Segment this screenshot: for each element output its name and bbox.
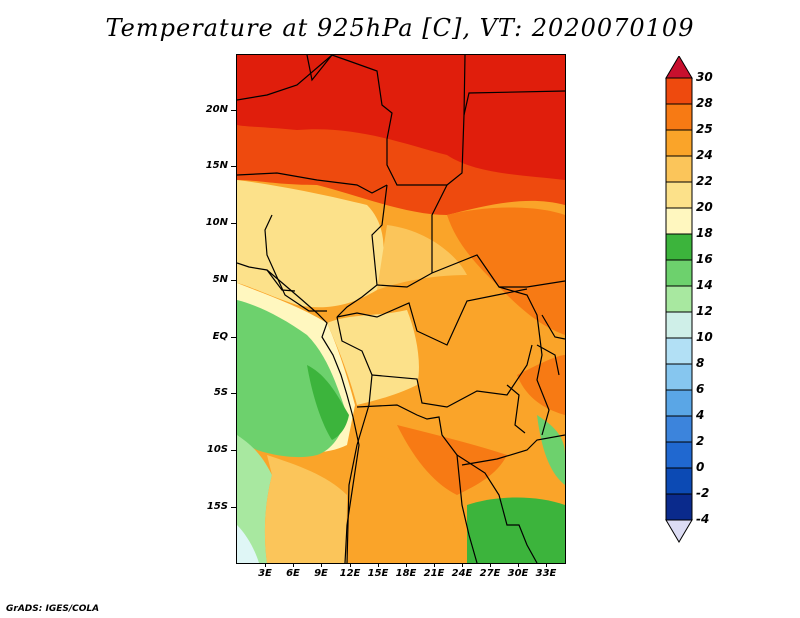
lat-tick-label: 10N bbox=[205, 217, 228, 228]
lon-tick-label: 12E bbox=[339, 568, 361, 579]
zone-mid-green bbox=[237, 300, 347, 458]
colorbar-bottom-arrow bbox=[665, 519, 693, 543]
lon-tick-label: 3E bbox=[258, 568, 272, 579]
lon-tick-label: 24E bbox=[451, 568, 473, 579]
colorbar-label: 25 bbox=[696, 122, 713, 136]
lat-tick-mark bbox=[231, 280, 236, 281]
lat-tick-label: 5N bbox=[212, 274, 228, 285]
country-borders bbox=[237, 55, 565, 563]
colorbar-swatch bbox=[665, 415, 693, 443]
colorbar-swatch bbox=[665, 311, 693, 339]
colorbar-swatch bbox=[665, 389, 693, 417]
colorbar-label: 10 bbox=[696, 330, 713, 344]
colorbar-swatch bbox=[665, 259, 693, 287]
lon-tick-label: 6E bbox=[286, 568, 300, 579]
lon-tick-mark bbox=[462, 563, 463, 567]
lon-tick-label: 9E bbox=[314, 568, 328, 579]
colorbar-label: 22 bbox=[696, 174, 713, 188]
lon-tick-mark bbox=[293, 563, 294, 567]
lat-tick-mark bbox=[231, 507, 236, 508]
lon-tick-label: 33E bbox=[535, 568, 557, 579]
colorbar-swatch bbox=[665, 129, 693, 157]
lon-tick-mark bbox=[378, 563, 379, 567]
lon-tick-label: 18E bbox=[395, 568, 417, 579]
lat-tick-mark bbox=[231, 393, 236, 394]
colorbar-label: 18 bbox=[696, 226, 713, 240]
zone-cyan bbox=[237, 525, 259, 563]
lon-tick-label: 15E bbox=[367, 568, 389, 579]
zone-tan-south bbox=[264, 455, 347, 563]
lat-tick-mark bbox=[231, 450, 236, 451]
lon-tick-mark bbox=[490, 563, 491, 567]
zone-hot bbox=[237, 55, 565, 180]
colorbar-label: 2 bbox=[696, 434, 705, 448]
zone-green bbox=[307, 365, 349, 440]
lon-tick-mark bbox=[321, 563, 322, 567]
colorbar-label: -4 bbox=[696, 512, 710, 526]
colorbar-swatch bbox=[665, 467, 693, 495]
colorbar-swatch bbox=[665, 207, 693, 235]
zone-orange-east bbox=[447, 207, 565, 335]
lon-tick-mark bbox=[265, 563, 266, 567]
colorbar-swatch bbox=[665, 441, 693, 469]
zone-light-green bbox=[237, 435, 272, 563]
lat-tick-mark bbox=[231, 223, 236, 224]
colorbar-label: 30 bbox=[696, 70, 713, 84]
zone-orange-lakes bbox=[517, 355, 565, 415]
colorbar-swatch bbox=[665, 493, 693, 521]
colorbar-swatch bbox=[665, 337, 693, 365]
lat-tick-label: 20N bbox=[205, 104, 228, 115]
credit-text: GrADS: IGES/COLA bbox=[6, 604, 100, 614]
colorbar-swatch bbox=[665, 155, 693, 183]
zone-orange-mid bbox=[397, 425, 507, 495]
colorbar-swatch bbox=[665, 363, 693, 391]
colorbar-label: 16 bbox=[696, 252, 713, 266]
colorbar bbox=[665, 56, 693, 543]
coastline bbox=[237, 262, 560, 563]
lon-tick-label: 27E bbox=[479, 568, 501, 579]
zone-green-east bbox=[467, 497, 565, 563]
zone-green-lakes bbox=[537, 415, 565, 485]
lon-tick-mark bbox=[518, 563, 519, 567]
zone-tan-north bbox=[377, 225, 467, 290]
colorbar-swatch bbox=[665, 103, 693, 131]
zone-yellow-congo bbox=[327, 310, 419, 405]
lon-tick-mark bbox=[434, 563, 435, 567]
temperature-contours bbox=[237, 55, 565, 563]
lon-tick-mark bbox=[406, 563, 407, 567]
lat-tick-label: 15N bbox=[205, 160, 228, 171]
lat-tick-mark bbox=[231, 166, 236, 167]
lon-tick-label: 21E bbox=[423, 568, 445, 579]
colorbar-label: 14 bbox=[696, 278, 713, 292]
lat-tick-label: 10S bbox=[206, 444, 228, 455]
lat-tick-label: EQ bbox=[212, 331, 228, 342]
temperature-map bbox=[237, 55, 565, 563]
colorbar-label: 24 bbox=[696, 148, 713, 162]
map-panel bbox=[236, 54, 566, 564]
lon-tick-label: 30E bbox=[507, 568, 529, 579]
lat-tick-label: 15S bbox=[206, 501, 228, 512]
colorbar-label: 12 bbox=[696, 304, 713, 318]
lat-tick-label: 5S bbox=[213, 387, 228, 398]
colorbar-swatch bbox=[665, 181, 693, 209]
colorbar-label: 6 bbox=[696, 382, 705, 396]
colorbar-label: 4 bbox=[696, 408, 705, 422]
chart-title: Temperature at 925hPa [C], VT: 202007010… bbox=[105, 14, 695, 42]
lat-tick-mark bbox=[231, 337, 236, 338]
colorbar-swatch bbox=[665, 77, 693, 105]
colorbar-label: 0 bbox=[696, 460, 705, 474]
lat-tick-mark bbox=[231, 110, 236, 111]
lon-tick-mark bbox=[350, 563, 351, 567]
colorbar-swatch bbox=[665, 233, 693, 261]
colorbar-label: 8 bbox=[696, 356, 705, 370]
colorbar-label: 28 bbox=[696, 96, 713, 110]
lon-tick-mark bbox=[546, 563, 547, 567]
colorbar-top-arrow bbox=[665, 56, 693, 79]
colorbar-label: -2 bbox=[696, 486, 710, 500]
colorbar-swatch bbox=[665, 285, 693, 313]
colorbar-label: 20 bbox=[696, 200, 713, 214]
zone-orange-south bbox=[347, 445, 467, 563]
